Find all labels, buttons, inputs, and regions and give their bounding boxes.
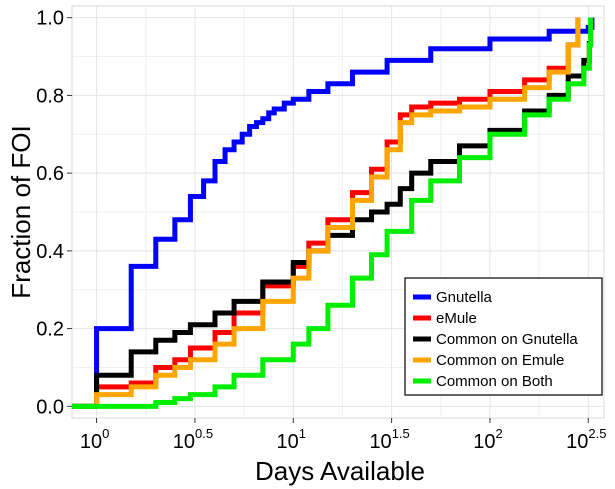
y-tick-label: 0.2 <box>36 319 64 341</box>
series-line-common-on-both <box>72 17 594 409</box>
x-tick-label: 101.5 <box>369 426 409 453</box>
x-tick-label: 100 <box>80 426 109 453</box>
series-layer <box>72 17 595 409</box>
x-tick-label: 102.5 <box>566 426 606 453</box>
legend-box <box>404 277 603 396</box>
series-line-common-on-emule <box>72 17 581 409</box>
y-tick-label: 0.4 <box>36 241 64 263</box>
y-tick-label: 0.6 <box>36 163 64 185</box>
x-axis-title: Days Available <box>255 456 425 486</box>
legend: Gnutella eMule Common on Gnutella Common on… <box>404 277 603 396</box>
y-tick-label: 1.0 <box>36 8 64 30</box>
legend-label-gnutella: Gnutella <box>436 289 493 306</box>
series-line-gnutella <box>72 17 595 409</box>
y-axis: 0.0 0.2 0.4 0.6 0.8 1.0 <box>36 8 72 418</box>
x-axis: 100 100.5 101 101.5 102 102.5 <box>80 418 606 453</box>
legend-label-emule: eMule <box>436 310 477 327</box>
y-tick-label: 0.8 <box>36 85 64 107</box>
x-tick-label: 101 <box>277 426 306 453</box>
legend-label-common-on-gnutella: Common on Gnutella <box>436 331 578 348</box>
y-axis-title: Fraction of FOI <box>6 125 36 298</box>
x-tick-label: 102 <box>473 426 502 453</box>
legend-label-common-on-emule: Common on Emule <box>436 352 564 369</box>
x-tick-label: 100.5 <box>173 426 213 453</box>
legend-label-common-on-both: Common on Both <box>436 373 553 390</box>
y-tick-label: 0.0 <box>36 396 64 418</box>
